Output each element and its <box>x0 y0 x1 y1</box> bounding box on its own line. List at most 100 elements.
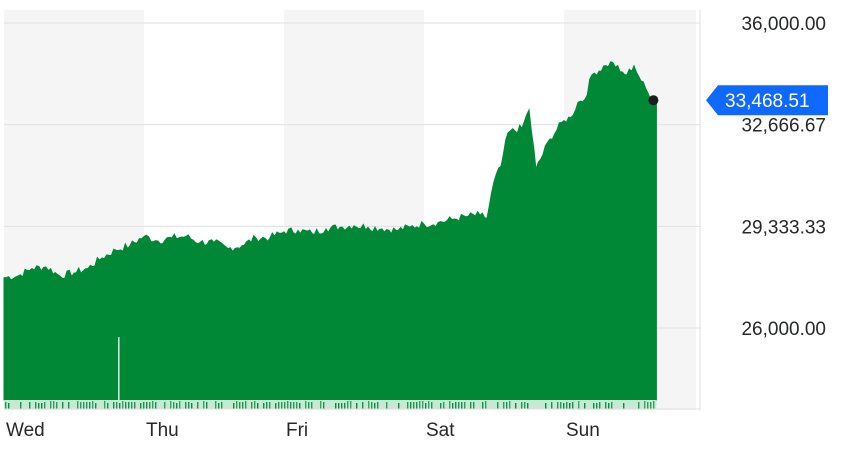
volume-bar <box>509 401 511 409</box>
volume-bar <box>311 402 313 409</box>
volume-bar <box>515 403 517 409</box>
volume-bar <box>449 401 451 409</box>
volume-bar <box>473 402 475 409</box>
volume-bar <box>107 403 109 409</box>
volume-bar <box>104 401 106 409</box>
volume-bar <box>113 402 115 409</box>
volume-bar <box>218 403 220 409</box>
volume-bar <box>80 402 82 409</box>
volume-bar <box>155 402 157 409</box>
x-tick-label: Sat <box>426 420 455 441</box>
volume-bar <box>521 402 523 409</box>
volume-bar <box>29 402 31 409</box>
volume-bar <box>461 402 463 409</box>
volume-bar <box>410 402 412 409</box>
volume-bar <box>266 402 268 409</box>
volume-bar <box>149 402 151 409</box>
volume-bar <box>608 403 610 409</box>
volume-bar <box>584 403 586 409</box>
volume-bar <box>92 401 94 409</box>
y-axis: 36,000.00 32,666.67 29,333.33 26,000.00 <box>741 14 826 340</box>
volume-bar <box>275 403 277 409</box>
volume-bar <box>206 402 208 409</box>
volume-bar <box>650 402 652 409</box>
volume-bar <box>566 402 568 409</box>
volume-bar <box>221 402 223 409</box>
volume-bar <box>428 401 430 409</box>
x-tick-label: Sun <box>566 420 600 441</box>
volume-bar <box>362 402 364 409</box>
volume-bar <box>506 402 508 409</box>
volume-bar <box>164 402 166 409</box>
volume-bar <box>611 402 613 409</box>
volume-bar <box>191 403 193 409</box>
volume-bar <box>152 401 154 409</box>
volume-bar <box>62 402 64 409</box>
volume-bar <box>263 403 265 409</box>
volume-bar <box>146 402 148 409</box>
volume-bar <box>563 403 565 409</box>
volume-bar <box>416 402 418 409</box>
volume-bar <box>203 401 205 409</box>
volume-bar <box>413 402 415 409</box>
volume-bar <box>341 403 343 409</box>
volume-bar <box>8 403 10 409</box>
volume-bar <box>290 402 292 409</box>
volume-bar <box>50 401 52 409</box>
volume-bar <box>242 402 244 409</box>
volume-bar <box>485 401 487 409</box>
volume-bar <box>254 401 256 409</box>
volume-bar <box>527 403 529 409</box>
volume-strip-bg <box>4 400 657 409</box>
volume-bar <box>188 402 190 409</box>
volume-bar <box>185 402 187 409</box>
current-price-dot <box>648 95 659 106</box>
volume-bar <box>350 401 352 409</box>
volume-bar <box>179 401 181 409</box>
volume-bar <box>653 401 655 409</box>
volume-bar <box>572 402 574 409</box>
volume-bar <box>95 403 97 409</box>
volume-bar <box>377 402 379 409</box>
volume-bar <box>170 401 172 409</box>
volume-bar <box>236 401 238 409</box>
volume-bar <box>296 402 298 409</box>
y-tick-label: 26,000.00 <box>741 319 826 340</box>
volume-bar <box>569 403 571 409</box>
volume-bar <box>497 402 499 409</box>
volume-bar <box>335 403 337 409</box>
volume-bar <box>560 402 562 409</box>
volume-bar <box>245 401 247 409</box>
volume-bar <box>419 401 421 409</box>
volume-bar <box>173 402 175 409</box>
volume-bar <box>470 402 472 409</box>
volume-bar <box>38 403 40 409</box>
volume-bar <box>371 402 373 409</box>
volume-bar <box>647 402 649 409</box>
volume-bar <box>20 402 22 409</box>
volume-bar <box>593 403 595 409</box>
volume-bar <box>233 403 235 409</box>
volume-bar <box>398 403 400 409</box>
volume-bar <box>596 403 598 409</box>
volume-bar <box>287 401 289 409</box>
volume-bar <box>374 403 376 409</box>
volume-bar <box>599 402 601 409</box>
volume-bar <box>197 402 199 409</box>
volume-bar <box>41 403 43 409</box>
volume-bar <box>35 402 37 409</box>
volume-bar <box>86 402 88 409</box>
volume-bar <box>5 402 7 409</box>
volume-bar <box>53 401 55 409</box>
volume-bar <box>308 402 310 409</box>
volume-bar <box>68 402 70 409</box>
volume-bar <box>338 403 340 409</box>
volume-bar <box>116 402 118 409</box>
volume-bar <box>524 402 526 409</box>
volume-bar <box>44 402 46 409</box>
volume-bar <box>356 403 358 409</box>
volume-bar <box>278 402 280 409</box>
area-series <box>3 61 657 401</box>
volume-bar <box>551 402 553 409</box>
volume-bar <box>125 402 127 409</box>
